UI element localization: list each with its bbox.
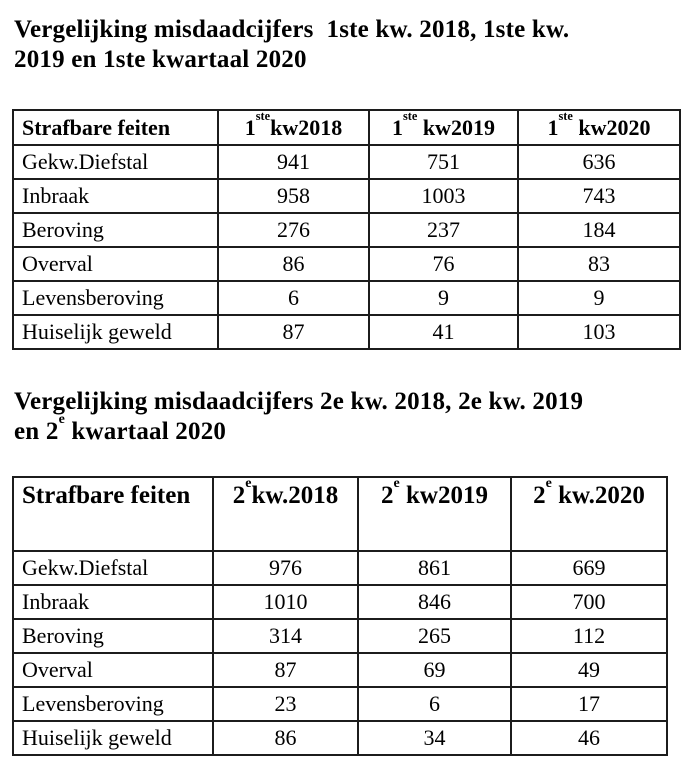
ordinal-superscript: ste (558, 110, 573, 124)
value-2019: 69 (357, 652, 512, 688)
crime-table-q2: Strafbare feiten 2ekw.2018 2e kw2019 2e … (12, 476, 668, 756)
title-q1-line1: Vergelijking misdaadcijfers 1ste kw. 201… (14, 16, 570, 43)
ordinal-superscript: e (393, 477, 400, 491)
ordinal-superscript: ste (255, 110, 271, 124)
ordinal-superscript: e (58, 411, 65, 427)
value-2019: 34 (357, 720, 512, 756)
value-2020: 46 (510, 720, 668, 756)
table-row: Overval 86 76 83 (12, 246, 681, 282)
value-2019: 265 (357, 618, 512, 654)
title-q2-line1: Vergelijking misdaadcijfers 2e kw. 2018,… (14, 388, 584, 415)
ordinal-superscript: e (545, 477, 552, 491)
value-2020: 112 (510, 618, 668, 654)
column-header-kw2019: 2e kw2019 (357, 476, 512, 552)
crime-label: Huiselijk geweld (12, 720, 214, 756)
value-2018: 1010 (212, 584, 359, 620)
table-row: Overval 87 69 49 (12, 652, 668, 688)
table-row: Gekw.Diefstal 976 861 669 (12, 550, 668, 586)
value-2018: 87 (212, 652, 359, 688)
value-2018: 941 (217, 144, 370, 180)
value-2018: 86 (212, 720, 359, 756)
value-2019: 6 (357, 686, 512, 722)
value-2018: 976 (212, 550, 359, 586)
value-2019: 41 (368, 314, 519, 350)
column-header-kw2018: 1stekw2018 (217, 109, 370, 146)
table-q2-header-row: Strafbare feiten 2ekw.2018 2e kw2019 2e … (12, 476, 668, 552)
value-2018: 23 (212, 686, 359, 722)
crime-label: Overval (12, 246, 219, 282)
title-q2: Vergelijking misdaadcijfers 2e kw. 2018,… (14, 387, 690, 447)
crime-label: Gekw.Diefstal (12, 550, 214, 586)
value-2020: 700 (510, 584, 668, 620)
table-row: Gekw.Diefstal 941 751 636 (12, 144, 681, 180)
value-2020: 184 (517, 212, 681, 248)
crime-label: Inbraak (12, 584, 214, 620)
table-row: Huiselijk geweld 86 34 46 (12, 720, 668, 756)
table-row: Levensberoving 23 6 17 (12, 686, 668, 722)
ordinal-superscript: e (245, 477, 252, 491)
value-2018: 86 (217, 246, 370, 282)
value-2020: 743 (517, 178, 681, 214)
crime-label: Levensberoving (12, 280, 219, 316)
value-2019: 1003 (368, 178, 519, 214)
table-row: Beroving 276 237 184 (12, 212, 681, 248)
value-2019: 9 (368, 280, 519, 316)
column-header-kw2019: 1ste kw2019 (368, 109, 519, 146)
column-header-kw2018: 2ekw.2018 (212, 476, 359, 552)
value-2020: 49 (510, 652, 668, 688)
value-2018: 958 (217, 178, 370, 214)
value-2018: 6 (217, 280, 370, 316)
title-q2-line2: en 2e kwartaal 2020 (14, 411, 227, 445)
crime-table-q1: Strafbare feiten 1stekw2018 1ste kw2019 … (12, 109, 681, 350)
column-header-kw2020: 2e kw.2020 (510, 476, 668, 552)
value-2020: 636 (517, 144, 681, 180)
value-2019: 76 (368, 246, 519, 282)
value-2019: 846 (357, 584, 512, 620)
value-2020: 9 (517, 280, 681, 316)
table-row: Huiselijk geweld 87 41 103 (12, 314, 681, 350)
column-header-strafbare-feiten: Strafbare feiten (12, 476, 214, 552)
title-q1-line2: 2019 en 1ste kwartaal 2020 (14, 46, 307, 73)
crime-label: Gekw.Diefstal (12, 144, 219, 180)
table-row: Beroving 314 265 112 (12, 618, 668, 654)
value-2018: 276 (217, 212, 370, 248)
crime-label: Overval (12, 652, 214, 688)
value-2020: 17 (510, 686, 668, 722)
column-header-kw2020: 1ste kw2020 (517, 109, 681, 146)
crime-label: Inbraak (12, 178, 219, 214)
ordinal-superscript: ste (403, 110, 418, 124)
value-2019: 751 (368, 144, 519, 180)
crime-label: Huiselijk geweld (12, 314, 219, 350)
value-2018: 87 (217, 314, 370, 350)
value-2020: 103 (517, 314, 681, 350)
value-2020: 669 (510, 550, 668, 586)
value-2019: 237 (368, 212, 519, 248)
title-q1: Vergelijking misdaadcijfers 1ste kw. 201… (14, 0, 690, 75)
table-row: Levensberoving 6 9 9 (12, 280, 681, 316)
table-row: Inbraak 1010 846 700 (12, 584, 668, 620)
value-2018: 314 (212, 618, 359, 654)
table-row: Inbraak 958 1003 743 (12, 178, 681, 214)
table-q1-header-row: Strafbare feiten 1stekw2018 1ste kw2019 … (12, 109, 681, 146)
crime-label: Levensberoving (12, 686, 214, 722)
value-2019: 861 (357, 550, 512, 586)
crime-label: Beroving (12, 618, 214, 654)
crime-label: Beroving (12, 212, 219, 248)
value-2020: 83 (517, 246, 681, 282)
column-header-strafbare-feiten: Strafbare feiten (12, 109, 219, 146)
